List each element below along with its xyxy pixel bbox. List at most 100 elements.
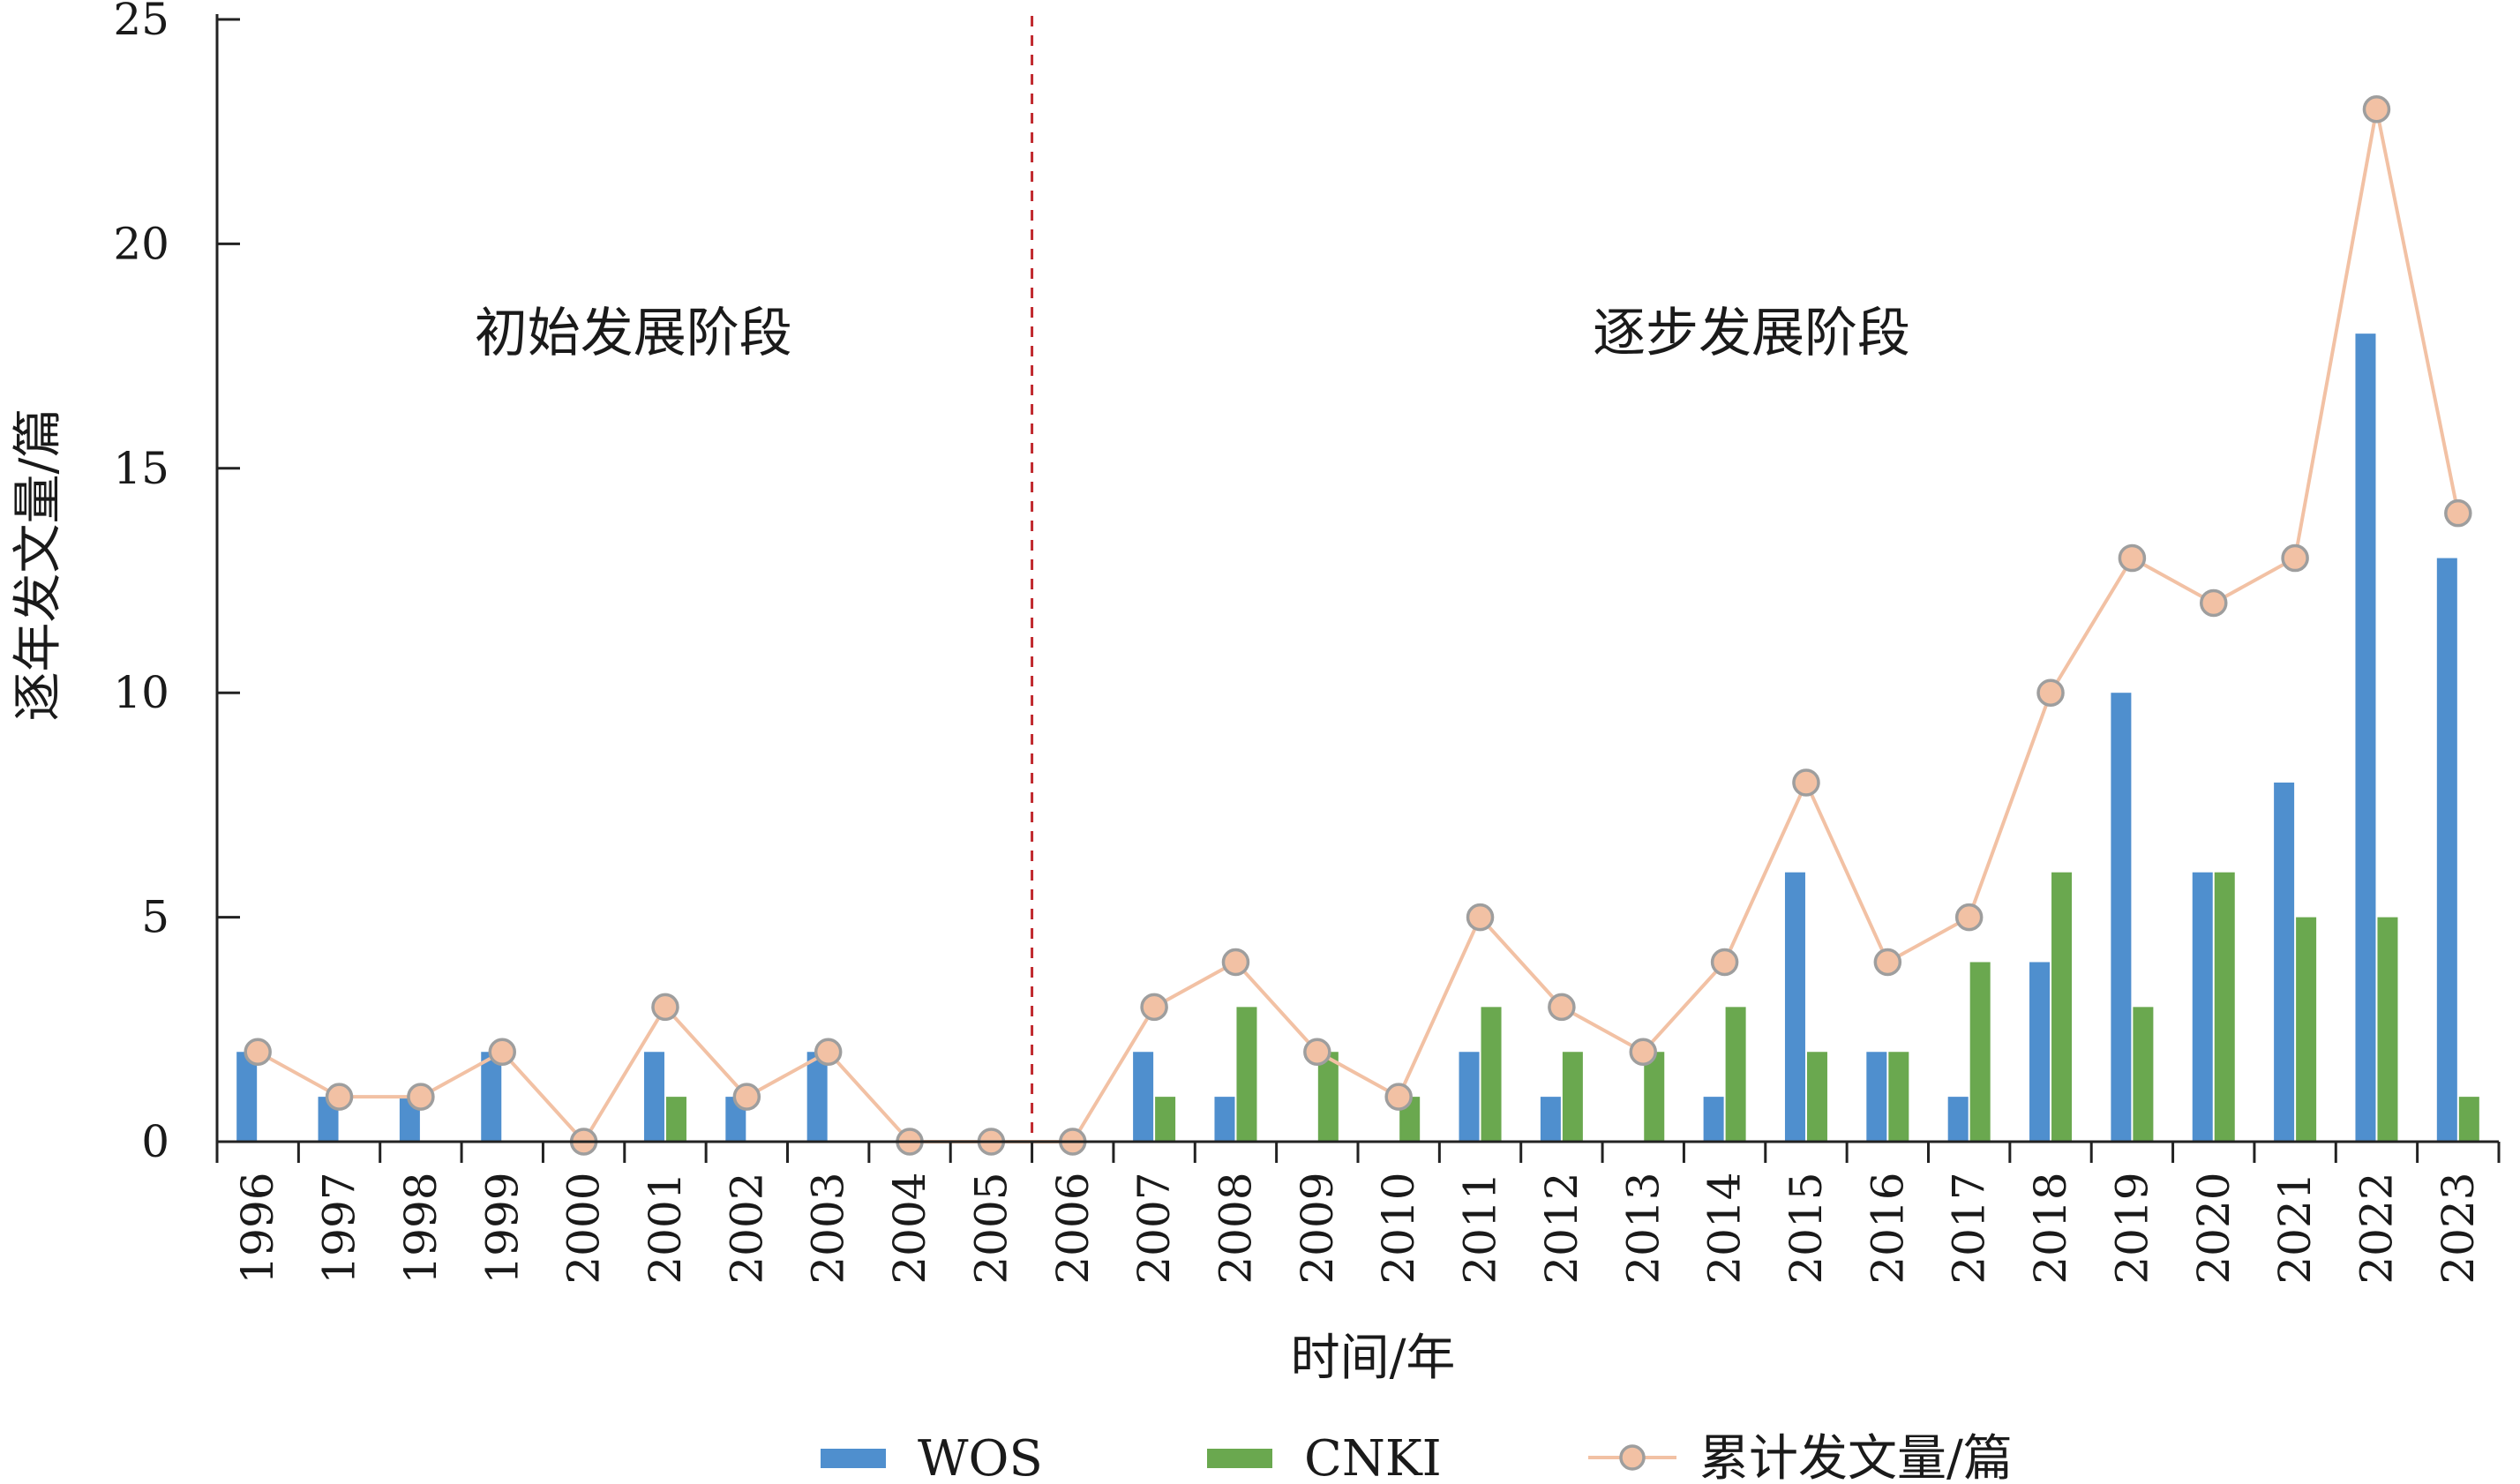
bar-cnki-2019 [2133,1007,2154,1142]
y-tick-label-25: 25 [113,0,169,45]
bar-cnki-2020 [2214,872,2235,1142]
cumulative-point-1999 [488,1038,516,1066]
x-tick-label-2019: 2019 [2106,1172,2157,1284]
cumulative-line [257,109,2460,1145]
y-axis-ticks: 0 5 10 15 20 25 [113,0,240,1167]
x-tick-label-2021: 2021 [2269,1172,2321,1284]
bar-wos-1999 [481,1052,502,1142]
bar-wos-2012 [1540,1097,1561,1142]
bar-cnki-2013 [1644,1052,1665,1142]
bar-wos-1996 [236,1052,258,1142]
bar-cnki-2009 [1317,1052,1339,1142]
x-tick-label-2010: 2010 [1373,1172,1424,1284]
axes [215,14,2499,1143]
x-tick-label-2018: 2018 [2025,1172,2076,1284]
x-tick-label-1999: 1999 [476,1172,528,1284]
bar-cnki-2017 [1969,962,1991,1142]
x-tick-label-2017: 2017 [1944,1172,1995,1284]
legend-swatch-cnki [1207,1449,1272,1468]
cumulative-point-2011 [1466,903,1495,932]
x-axis-ticks: 1996 1997 1998 1999 2000 2001 2002 2003 2004 2005… [215,1142,2501,1285]
cumulative-point-2003 [814,1038,843,1066]
cumulative-point-2007 [1140,993,1168,1022]
cumulative-point-2021 [2281,543,2309,573]
x-tick-label-2020: 2020 [2188,1172,2239,1284]
x-tick-label-2006: 2006 [1047,1172,1099,1284]
bar-cnki-2008 [1236,1007,1257,1142]
legend-label-cnki: CNKI [1304,1430,1442,1484]
bar-layer [236,334,2479,1142]
bar-wos-2016 [1866,1052,1887,1142]
bar-wos-2022 [2355,334,2376,1142]
bar-cnki-2011 [1481,1007,1502,1142]
bar-cnki-2012 [1562,1052,1583,1142]
bar-wos-2020 [2192,872,2213,1142]
bar-wos-2001 [643,1052,664,1142]
legend-label-cumulative: 累计发文量/篇 [1699,1430,2013,1484]
phase-label-gradual: 逐步发展阶段 [1593,303,1910,364]
cumulative-point-2018 [2036,678,2065,707]
x-tick-label-1998: 1998 [395,1172,446,1284]
cumulative-point-2020 [2200,588,2228,618]
cumulative-point-2010 [1384,1083,1413,1111]
cumulative-point-2008 [1221,948,1250,977]
bar-wos-2019 [2111,693,2132,1142]
bar-cnki-2016 [1888,1052,1909,1142]
x-tick-label-2011: 2011 [1455,1172,1506,1284]
legend-swatch-wos [821,1449,886,1468]
bar-cnki-2015 [1806,1052,1827,1142]
x-tick-label-2013: 2013 [1617,1172,1669,1284]
x-tick-label-2005: 2005 [965,1172,1016,1284]
cumulative-point-2002 [732,1083,761,1111]
x-tick-label-2001: 2001 [640,1172,691,1284]
legend: WOS CNKI 累计发文量/篇 [821,1430,2013,1484]
cumulative-point-1997 [325,1083,354,1111]
bar-cnki-2014 [1725,1007,1746,1142]
x-tick-label-2023: 2023 [2433,1172,2484,1284]
bar-wos-2003 [806,1052,828,1142]
cumulative-point-2017 [1954,903,1984,932]
bar-wos-2007 [1133,1052,1154,1142]
bar-wos-2023 [2436,558,2457,1142]
bar-wos-2021 [2274,782,2295,1142]
cumulative-point-2016 [1873,948,1902,977]
x-tick-label-2004: 2004 [884,1172,935,1284]
x-axis-title: 时间/年 [1291,1330,1456,1387]
bar-cnki-2022 [2377,917,2398,1142]
bar-cnki-2021 [2296,917,2317,1142]
cumulative-point-2012 [1548,993,1576,1022]
x-tick-label-1996: 1996 [232,1172,283,1284]
legend-swatch-cumulative-marker [1619,1444,1646,1471]
y-tick-label-10: 10 [113,667,169,718]
y-tick-label-20: 20 [113,218,169,269]
cumulative-point-2014 [1710,948,1739,977]
cumulative-point-1996 [244,1038,272,1066]
cumulative-line-layer [244,95,2472,1156]
x-tick-label-2016: 2016 [1862,1172,1913,1284]
x-tick-label-2015: 2015 [1781,1172,1832,1284]
y-tick-label-15: 15 [113,443,169,494]
x-tick-label-2012: 2012 [1536,1172,1587,1284]
bar-cnki-2018 [2051,872,2073,1142]
x-tick-label-2014: 2014 [1699,1172,1751,1284]
y-tick-label-0: 0 [141,1116,169,1167]
cumulative-point-2001 [651,993,679,1022]
bar-wos-2008 [1214,1097,1235,1142]
cumulative-point-1998 [407,1083,435,1111]
y-axis-title: 逐年发文量/篇 [10,408,67,722]
cumulative-point-2009 [1303,1038,1331,1066]
cumulative-point-2013 [1629,1038,1657,1066]
x-tick-label-2003: 2003 [803,1172,854,1284]
phase-label-initial: 初始发展阶段 [475,303,792,364]
cumulative-point-2019 [2118,543,2147,573]
x-tick-label-2002: 2002 [721,1172,772,1284]
x-tick-label-2007: 2007 [1129,1172,1180,1284]
bar-wos-2017 [1947,1097,1969,1142]
x-tick-label-2000: 2000 [559,1172,610,1284]
bar-wos-2015 [1784,872,1805,1142]
x-tick-label-2009: 2009 [1292,1172,1343,1284]
x-tick-label-1997: 1997 [314,1172,365,1284]
cumulative-point-2022 [2362,95,2391,124]
bar-wos-2011 [1459,1052,1480,1142]
